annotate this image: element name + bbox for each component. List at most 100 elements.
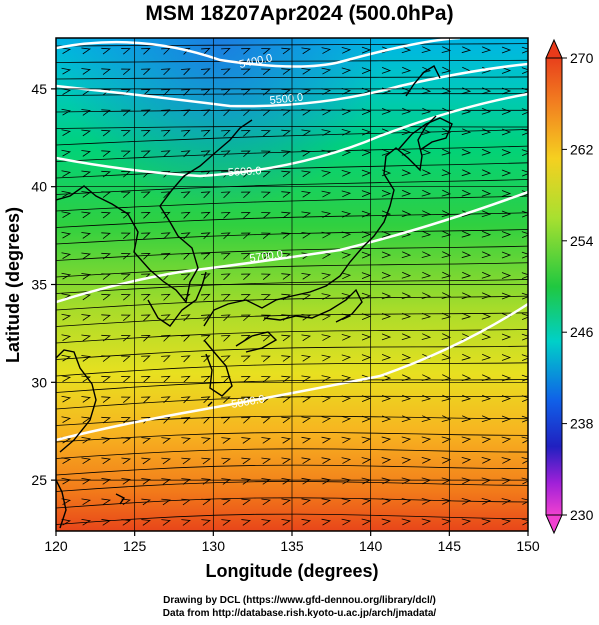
colorbar-min-arrow (545, 514, 563, 535)
wind-arrow (141, 232, 151, 240)
wind-arrow (381, 518, 392, 526)
wind-arrow (501, 292, 512, 300)
wind-arrow (301, 355, 312, 362)
wind-arrow (141, 519, 151, 526)
wind-arrow (321, 498, 332, 505)
wind-arrow (481, 148, 492, 156)
wind-arrow (101, 252, 111, 260)
wind-arrow (501, 395, 512, 402)
wind-arrow (241, 68, 251, 76)
wind-arrow (61, 88, 72, 95)
wind-arrow (61, 375, 72, 382)
wind-arrow (261, 232, 271, 239)
wind-arrow (441, 333, 452, 341)
colorbar-tick-label: 238 (570, 416, 594, 432)
streamline (56, 362, 528, 377)
wind-arrow (141, 109, 151, 117)
wind-arrow (121, 519, 131, 526)
wind-arrow (241, 437, 251, 444)
wind-arrow (261, 355, 271, 362)
wind-arrow (121, 212, 131, 219)
wind-arrow (321, 108, 332, 116)
wind-arrow (481, 210, 492, 218)
wind-arrow (141, 376, 151, 383)
wind-arrow (421, 456, 432, 464)
wind-arrow (161, 314, 171, 322)
wind-arrow (241, 314, 251, 322)
wind-arrow (201, 478, 211, 485)
wind-arrow (361, 333, 372, 341)
wind-arrow (421, 210, 432, 218)
wind-arrow (141, 396, 151, 404)
wind-arrow (101, 109, 111, 116)
wind-arrow (481, 436, 492, 444)
streamline (56, 464, 528, 476)
wind-arrow (521, 108, 528, 116)
wind-arrow (521, 190, 528, 198)
wind-arrow (361, 46, 372, 54)
wind-arrow (261, 68, 271, 75)
wind-arrow (381, 333, 392, 341)
wind-arrow (221, 109, 231, 117)
wind-arrow (401, 312, 412, 320)
wind-arrow (241, 457, 251, 465)
wind-arrow (321, 231, 332, 239)
wind-arrow (181, 478, 191, 485)
streamline (56, 432, 528, 443)
wind-arrow (281, 416, 291, 424)
wind-arrow (201, 150, 211, 158)
wind-arrow (261, 150, 271, 157)
wind-arrow (381, 292, 392, 300)
wind-arrow (521, 292, 528, 300)
wind-arrow (161, 150, 171, 158)
wind-arrow (141, 212, 151, 219)
wind-arrow (201, 334, 211, 342)
wind-arrow (81, 68, 91, 75)
wind-arrow (161, 191, 171, 199)
x-tick-label: 120 (44, 538, 68, 554)
wind-arrow (501, 190, 512, 197)
wind-arrow (61, 211, 72, 218)
wind-arrow (61, 149, 72, 157)
wind-arrow (301, 416, 312, 424)
streamline (56, 497, 528, 509)
wind-arrow (321, 272, 332, 280)
wind-arrow (501, 498, 512, 505)
chart-title: MSM 18Z07Apr2024 (500.0hPa) (145, 2, 454, 25)
wind-arrow (441, 169, 452, 177)
wind-arrow (361, 415, 372, 423)
wind-arrow (121, 437, 131, 444)
wind-arrow (341, 395, 352, 403)
wind-arrow (421, 312, 432, 320)
wind-arrow (401, 46, 412, 54)
wind-arrow (281, 150, 291, 157)
wind-arrow (101, 211, 111, 219)
wind-arrow (341, 251, 352, 259)
wind-arrow (321, 190, 332, 198)
wind-arrow (441, 128, 452, 136)
wind-arrow (161, 519, 171, 526)
wind-arrow (281, 457, 292, 465)
wind-arrow (301, 334, 312, 342)
wind-arrow (181, 293, 191, 301)
wind-arrow (461, 271, 472, 279)
colorbar-max-arrow (545, 38, 563, 59)
wind-arrow (501, 169, 512, 177)
wind-arrow (441, 189, 452, 197)
wind-arrow (301, 273, 312, 280)
wind-arrow (301, 109, 312, 116)
wind-arrow (501, 272, 512, 279)
wind-arrow (121, 48, 131, 55)
wind-arrow (61, 354, 72, 362)
wind-arrow (481, 333, 492, 341)
wind-arrow (161, 396, 171, 404)
wind-arrow (521, 395, 528, 403)
wind-arrow (501, 457, 512, 464)
wind-arrow (481, 169, 492, 177)
wind-arrow (341, 354, 352, 362)
wind-arrow (421, 374, 432, 382)
wind-arrow (461, 251, 472, 259)
wind-arrow (121, 232, 131, 239)
contour-line (56, 92, 528, 178)
wind-arrow (101, 273, 111, 280)
